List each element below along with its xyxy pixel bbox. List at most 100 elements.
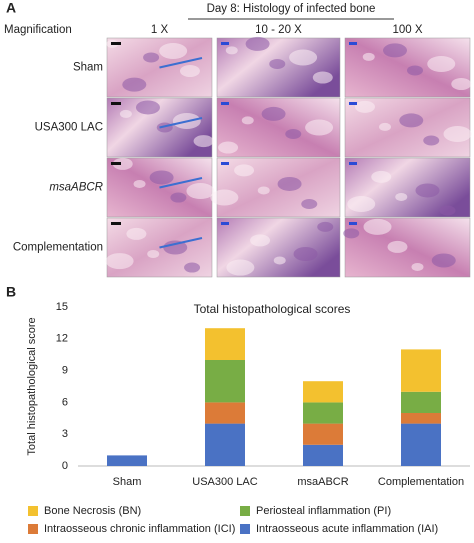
tissue-texture: [159, 42, 188, 59]
x-tick-label: msaABCR: [297, 476, 348, 488]
column-label: 1 X: [151, 24, 169, 36]
bar-segment: [401, 423, 441, 466]
tissue-texture: [379, 122, 391, 131]
bar-segment: [107, 455, 147, 466]
tissue-texture: [451, 78, 472, 91]
y-tick-label: 0: [62, 460, 68, 472]
tissue-texture: [347, 196, 376, 213]
tissue-texture: [112, 157, 133, 170]
tissue-texture: [226, 259, 255, 276]
arrow: [159, 237, 203, 249]
x-tick-label: USA300 LAC: [192, 476, 257, 488]
column-label: 100 X: [392, 24, 422, 36]
histology-image: [216, 157, 341, 218]
bar-segment: [205, 423, 245, 466]
tissue-texture: [257, 186, 270, 195]
panel-a: A Day 8: Histology of infected bone Magn…: [4, 0, 472, 278]
scale-bar: [111, 162, 121, 165]
y-tick-label: 12: [56, 333, 68, 345]
row-label: msaABCR: [49, 182, 103, 194]
tissue-texture: [210, 189, 239, 206]
tissue-texture: [241, 116, 254, 125]
tissue-texture: [179, 65, 200, 78]
tissue-texture: [415, 183, 440, 198]
bar-segment: [303, 402, 343, 424]
tissue-texture: [147, 249, 160, 258]
tissue-texture: [407, 65, 423, 76]
bar-segment: [401, 391, 441, 413]
tissue-texture: [105, 253, 134, 270]
x-tick-label: Sham: [113, 476, 142, 488]
tissue-texture: [119, 109, 132, 118]
legend-swatch: [28, 524, 38, 534]
legend-label: Intraosseous acute inflammation (IAI): [256, 523, 438, 535]
tissue-texture: [277, 176, 302, 191]
tissue-texture: [387, 240, 408, 253]
bar-segment: [401, 349, 441, 392]
tissue-texture: [156, 122, 173, 133]
y-axis-label: Total histopathological score: [26, 317, 38, 455]
tissue-texture: [399, 113, 424, 128]
scale-bar: [221, 162, 229, 165]
tissue-texture: [261, 106, 286, 121]
bar-segment: [205, 328, 245, 360]
y-tick-label: 3: [62, 428, 68, 440]
tissue-texture: [301, 199, 318, 210]
legend-label: Bone Necrosis (BN): [44, 505, 141, 517]
tissue-texture: [312, 71, 333, 84]
tissue-texture: [317, 221, 334, 232]
scale-bar: [111, 102, 121, 105]
tissue-texture: [355, 100, 375, 113]
legend-label: Intraosseous chronic inflammation (ICI): [44, 523, 235, 535]
panel-label: B: [6, 284, 16, 300]
scale-bar: [221, 222, 229, 225]
scale-bar: [221, 102, 229, 105]
legend-swatch: [240, 506, 250, 516]
bar-segment: [303, 381, 343, 403]
arrow: [159, 117, 203, 129]
y-tick-label: 15: [56, 301, 68, 313]
tissue-texture: [371, 170, 392, 183]
tissue-texture: [234, 164, 255, 177]
tissue-texture: [250, 234, 271, 247]
arrow: [159, 177, 203, 189]
tissue-texture: [225, 46, 238, 55]
y-tick-label: 6: [62, 396, 68, 408]
tissue-texture: [126, 227, 147, 240]
scale-bar: [349, 162, 357, 165]
tissue-texture: [411, 262, 424, 271]
scale-bar: [221, 42, 229, 45]
tissue-texture: [184, 262, 201, 273]
tissue-texture: [383, 43, 407, 58]
panel-header: Day 8: Histology of infected bone: [207, 3, 376, 15]
scale-bar: [349, 222, 357, 225]
tissue-texture: [133, 179, 146, 188]
bar-segment: [303, 423, 343, 445]
scale-bar: [111, 42, 121, 45]
legend-label: Periosteal inflammation (PI): [256, 505, 391, 517]
tissue-texture: [285, 128, 302, 139]
scale-bar: [349, 42, 357, 45]
tissue-texture: [163, 240, 188, 255]
arrow: [159, 57, 203, 69]
scale-bar: [111, 222, 121, 225]
tissue-texture: [122, 77, 147, 92]
tissue-texture: [245, 36, 270, 51]
tissue-texture: [395, 192, 408, 201]
row-header: Magnification: [4, 24, 72, 36]
y-tick-label: 9: [62, 365, 68, 377]
bar-segment: [401, 413, 441, 424]
x-tick-label: Complementation: [378, 476, 464, 488]
tissue-texture: [363, 218, 392, 235]
tissue-texture: [443, 125, 472, 142]
scale-bar: [349, 102, 357, 105]
tissue-texture: [439, 205, 456, 216]
chart-title: Total histopathological scores: [194, 302, 351, 316]
bar-segment: [205, 402, 245, 424]
tissue-texture: [423, 135, 440, 146]
tissue-texture: [343, 228, 360, 239]
tissue-texture: [305, 119, 334, 136]
row-label: Sham: [73, 62, 103, 74]
tissue-texture: [170, 192, 187, 203]
